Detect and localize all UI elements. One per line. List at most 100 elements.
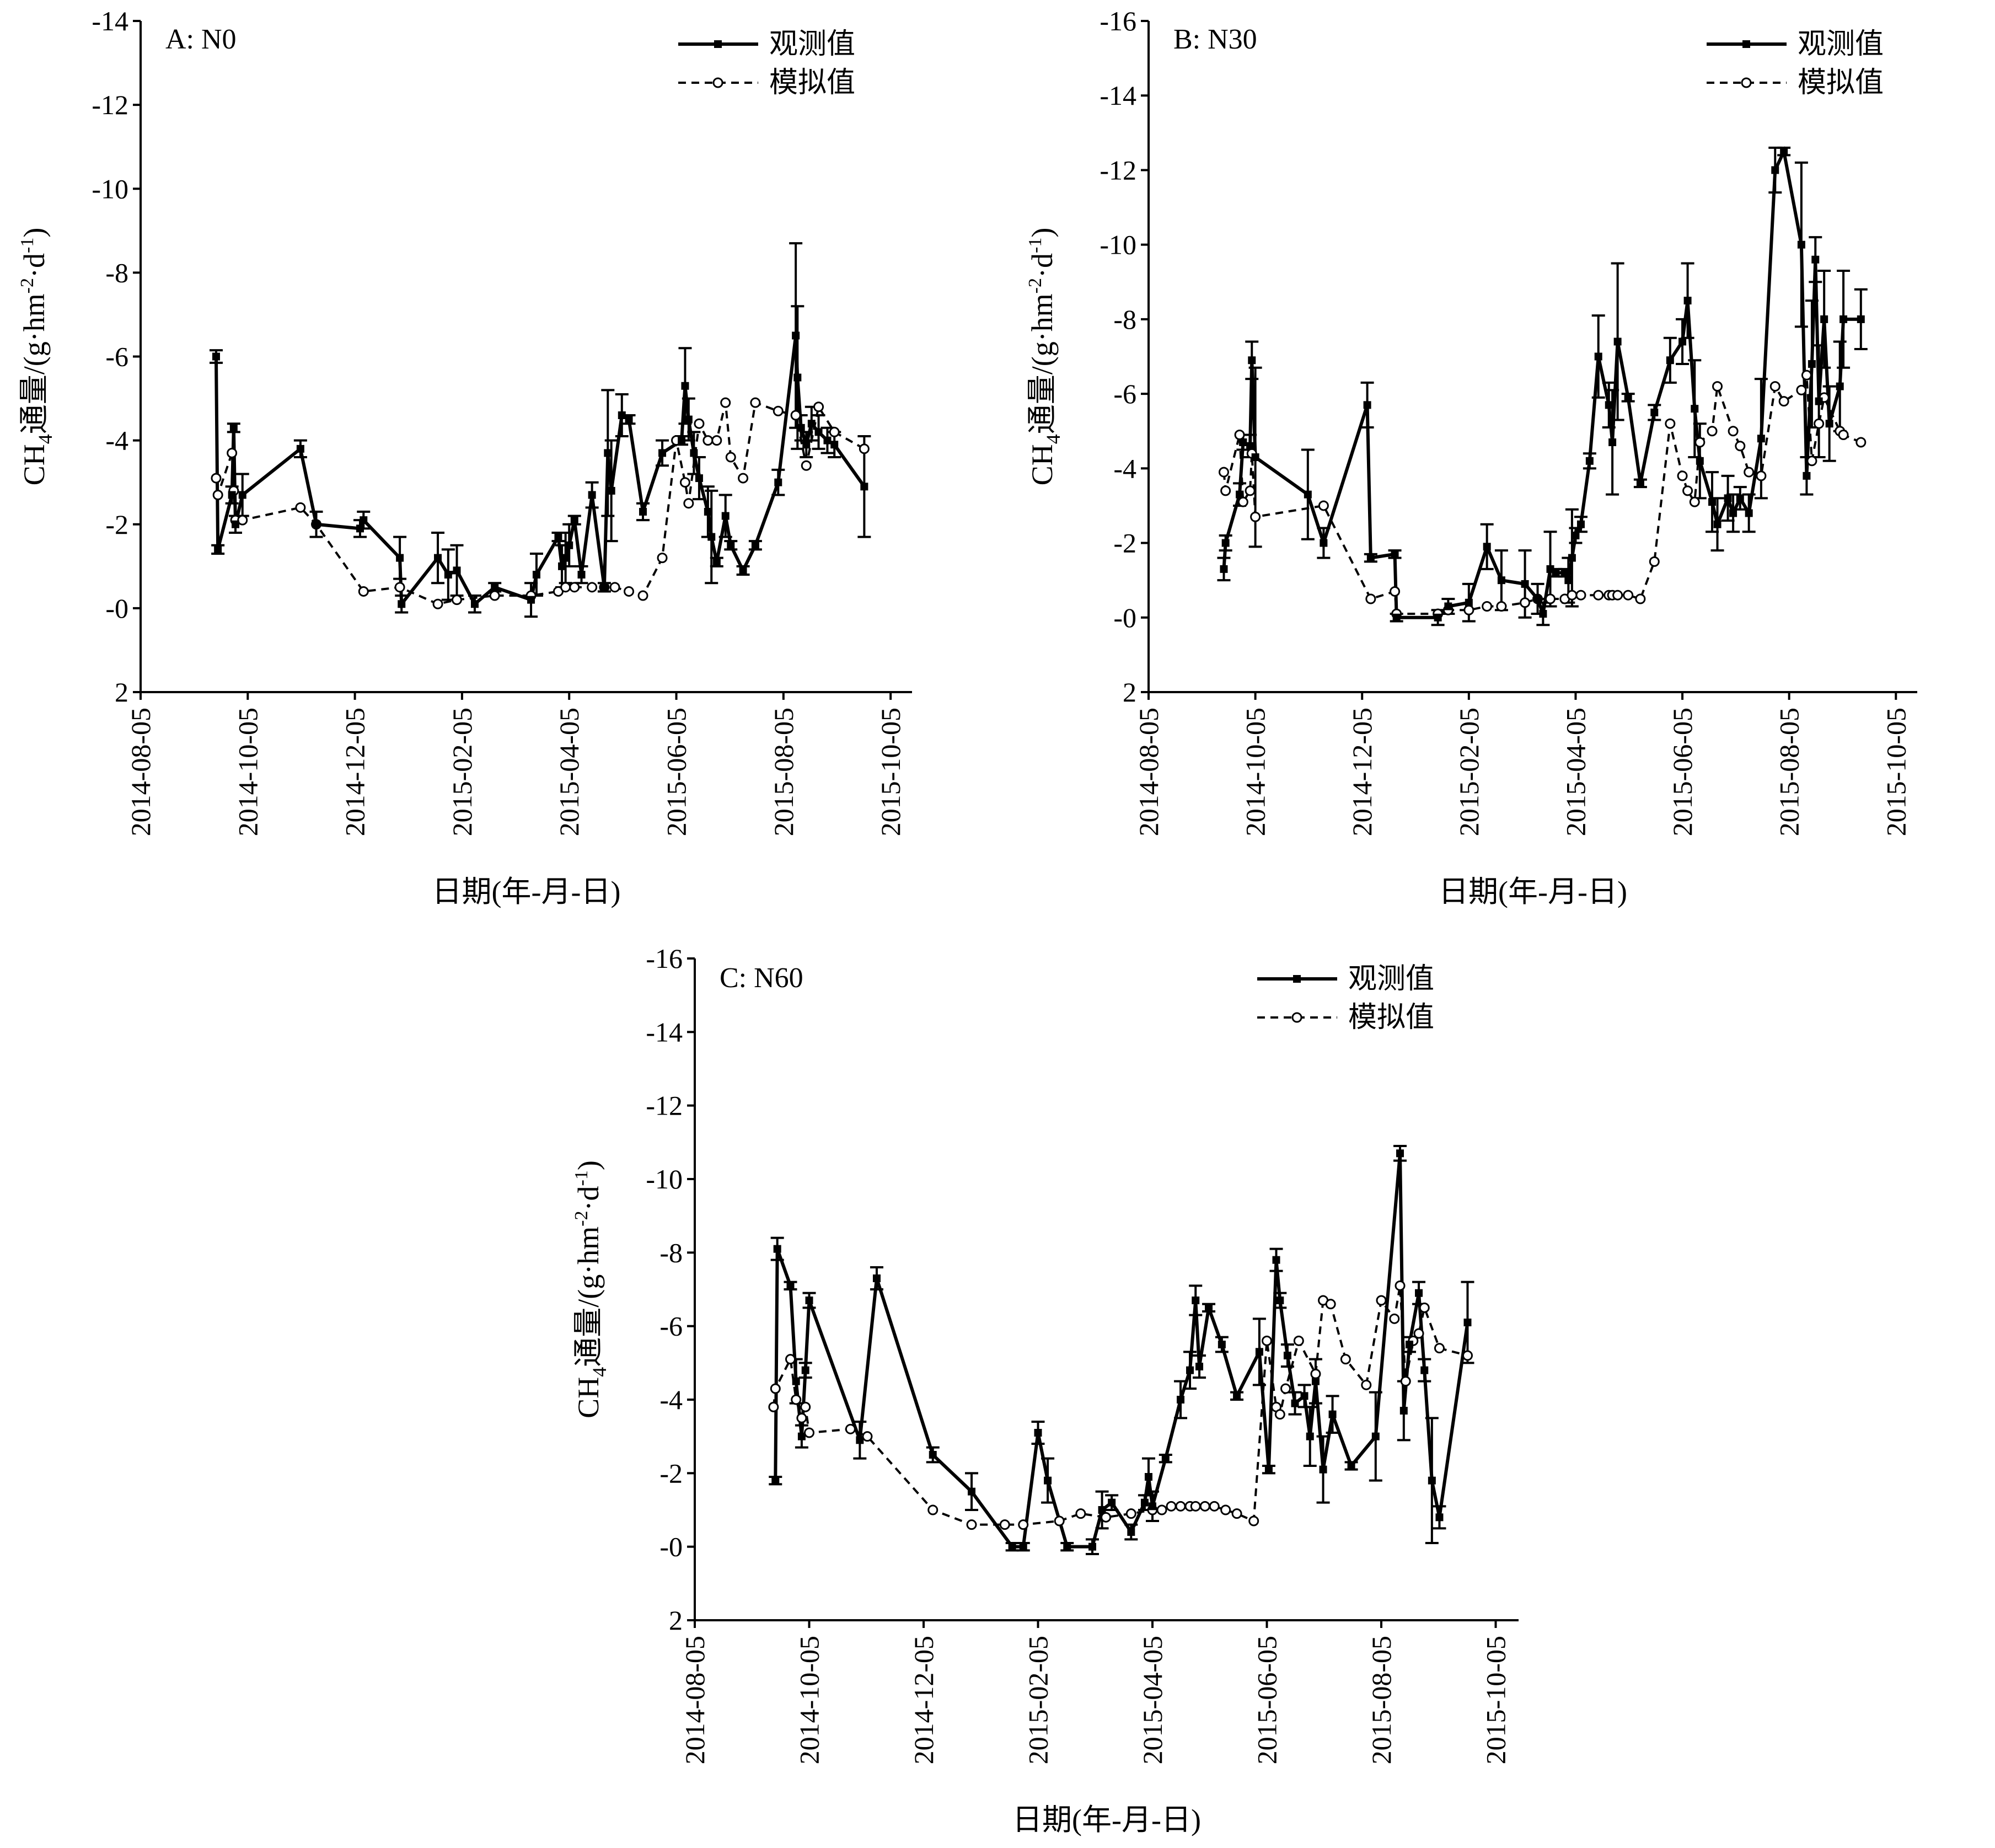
y-tick-label: -4 xyxy=(659,1384,683,1415)
observed-point xyxy=(1399,1407,1408,1415)
observed-point xyxy=(356,524,364,533)
simulated-point xyxy=(1689,496,1700,507)
observed-point xyxy=(1149,1502,1156,1510)
x-tick-label: 2014-08-05 xyxy=(679,1636,710,1764)
observed-point xyxy=(1220,565,1228,573)
simulated-point xyxy=(694,418,705,429)
simulated-point xyxy=(1318,500,1329,511)
observed-point xyxy=(1465,598,1473,607)
simulated-point xyxy=(1756,470,1767,481)
simulated-point xyxy=(702,435,714,446)
legend-simulated-marker xyxy=(712,77,723,88)
simulated-point xyxy=(1054,1515,1065,1526)
simulated-point xyxy=(1325,1299,1336,1310)
y-tick-label: -12 xyxy=(1100,154,1136,185)
x-tick-label: 2015-06-05 xyxy=(1252,1636,1283,1764)
simulated-point xyxy=(1463,604,1474,615)
simulated-point xyxy=(211,473,222,484)
series-simulated-line xyxy=(772,1285,1468,1526)
y-tick-label: -14 xyxy=(646,1016,683,1047)
simulated-point xyxy=(432,598,443,609)
x-tick-label: 2015-08-05 xyxy=(768,708,799,836)
legend-observed-marker xyxy=(1293,975,1301,983)
observed-point xyxy=(1539,610,1547,618)
observed-point xyxy=(1251,453,1259,462)
observed-point xyxy=(1044,1476,1052,1485)
observed-point xyxy=(398,600,406,608)
legend-simulated-label: 模拟值 xyxy=(769,67,855,99)
observed-point xyxy=(712,558,721,566)
observed-point xyxy=(618,411,626,419)
observed-point xyxy=(1246,442,1254,450)
x-tick-label: 2014-12-05 xyxy=(908,1636,939,1764)
simulated-point xyxy=(1419,1302,1430,1313)
observed-point xyxy=(1815,397,1823,405)
observed-point xyxy=(491,583,499,591)
observed-point xyxy=(453,566,461,575)
simulated-point xyxy=(1376,1295,1387,1306)
y-tick-label: -10 xyxy=(646,1164,683,1194)
observed-point xyxy=(807,420,816,428)
observed-point xyxy=(1428,1476,1436,1485)
observed-point xyxy=(1691,405,1699,413)
observed-point xyxy=(793,373,802,382)
y-axis-title-part: -2 xyxy=(571,1210,592,1226)
simulated-point xyxy=(1744,467,1755,478)
simulated-point xyxy=(452,594,463,606)
observed-point xyxy=(814,428,823,436)
simulated-point xyxy=(1218,467,1229,478)
x-tick-label: 2015-06-05 xyxy=(1667,708,1698,836)
simulated-point xyxy=(1707,426,1718,437)
observed-point xyxy=(1272,1256,1280,1264)
legend-simulated-label: 模拟值 xyxy=(1798,67,1884,99)
y-tick-label: -4 xyxy=(105,425,128,456)
simulated-point xyxy=(1694,437,1706,448)
observed-point xyxy=(802,441,811,449)
simulated-point xyxy=(804,1427,814,1438)
observed-point xyxy=(1736,494,1744,502)
observed-point xyxy=(771,1476,780,1485)
simulated-point xyxy=(1250,511,1261,522)
simulated-point xyxy=(1274,1409,1285,1420)
y-tick-label: 2 xyxy=(115,677,128,708)
legend-observed-marker xyxy=(1742,40,1750,48)
observed-point xyxy=(1708,498,1717,506)
y-axis-title-part: CH xyxy=(18,444,51,485)
observed-point xyxy=(600,583,608,591)
simulated-point xyxy=(1166,1501,1177,1512)
observed-point xyxy=(1483,543,1491,551)
simulated-point xyxy=(212,490,223,501)
observed-point xyxy=(1319,1465,1327,1474)
observed-point xyxy=(1088,1542,1096,1551)
simulated-point xyxy=(845,1423,856,1434)
observed-point xyxy=(228,491,236,499)
simulated-point xyxy=(1649,556,1660,567)
observed-point xyxy=(1195,1363,1204,1370)
series-observed-line xyxy=(214,335,866,609)
y-tick-label: -6 xyxy=(1113,378,1136,409)
simulated-point xyxy=(1677,470,1688,481)
simulated-point xyxy=(1390,586,1401,597)
observed-point xyxy=(792,1377,800,1385)
observed-point xyxy=(1624,393,1632,401)
simulated-point xyxy=(1838,429,1849,440)
y-tick-label: -12 xyxy=(646,1090,683,1121)
simulated-point xyxy=(1612,590,1623,601)
observed-point xyxy=(1371,1432,1380,1440)
y-axis-title-part: 通量/(g·hm xyxy=(572,1226,605,1367)
observed-point xyxy=(312,520,320,528)
x-tick-label: 2015-02-05 xyxy=(447,708,478,836)
x-tick-label: 2015-06-05 xyxy=(661,708,692,836)
y-axis-title-part: CH xyxy=(1026,444,1059,485)
simulated-point xyxy=(1234,429,1245,440)
y-tick-label: -14 xyxy=(92,6,128,36)
x-tick-label: 2014-12-05 xyxy=(340,708,371,836)
observed-point xyxy=(1192,1297,1200,1304)
observed-point xyxy=(561,554,570,562)
simulated-point xyxy=(1361,1379,1372,1390)
observed-point xyxy=(229,424,238,432)
observed-point xyxy=(296,444,304,453)
simulated-point xyxy=(1101,1512,1112,1523)
